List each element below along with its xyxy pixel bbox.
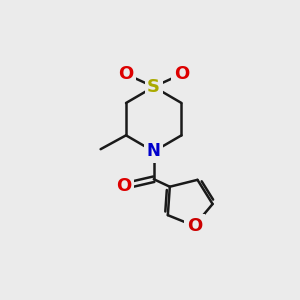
Text: S: S bbox=[147, 78, 160, 96]
Text: O: O bbox=[187, 217, 202, 235]
Text: O: O bbox=[174, 65, 189, 83]
Text: O: O bbox=[118, 65, 134, 83]
Text: N: N bbox=[147, 142, 161, 160]
Text: O: O bbox=[116, 177, 131, 195]
